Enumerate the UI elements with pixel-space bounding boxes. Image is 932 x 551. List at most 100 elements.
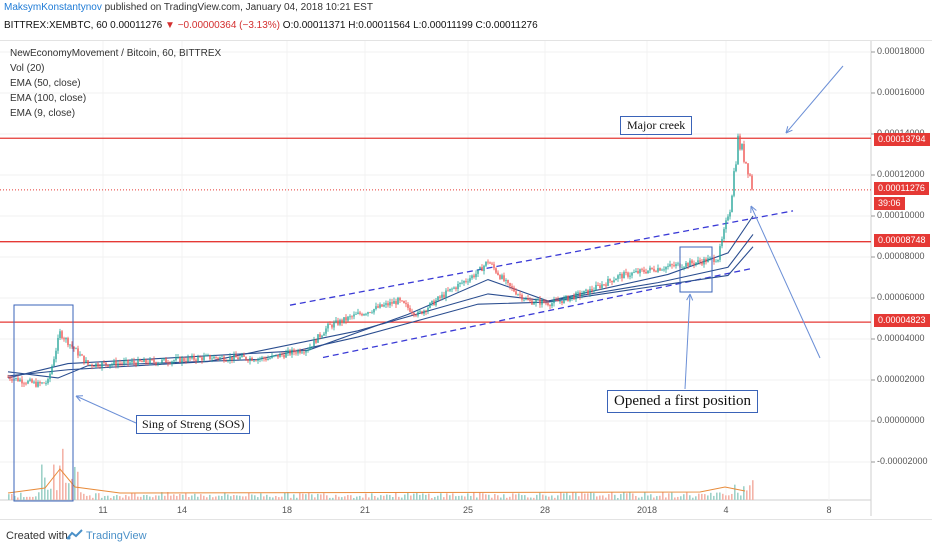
volume-bar (734, 484, 736, 500)
volume-bar (269, 496, 271, 500)
candle-body (369, 312, 371, 313)
volume-bar (365, 493, 367, 500)
candle-body (403, 300, 405, 304)
candle-body (381, 304, 383, 307)
candle-body (577, 292, 579, 294)
publication-header: MaksymKonstantynov published on TradingV… (0, 0, 932, 41)
volume-bar (8, 494, 10, 500)
volume-bar (245, 496, 247, 500)
volume-bar (596, 496, 598, 500)
candle-body (701, 261, 703, 265)
candle-body (293, 349, 295, 353)
volume-bar (647, 495, 649, 500)
ema-line (7, 246, 754, 379)
candle-body (435, 300, 437, 306)
y-tick: 0.00006000 (877, 292, 925, 302)
volume-bar (371, 493, 373, 500)
volume-bar (725, 495, 727, 500)
candle-body (641, 269, 643, 271)
y-tick: 0.00010000 (877, 210, 925, 220)
entry-box (679, 246, 713, 293)
chart-area[interactable] (0, 41, 932, 516)
candle-body (471, 275, 473, 279)
candle-body (689, 260, 691, 267)
sos-label[interactable]: Sing of Streng (SOS) (136, 415, 251, 434)
volume-bar (71, 478, 73, 500)
candle-body (221, 356, 223, 358)
legend-ema9[interactable]: EMA (9, close) (10, 108, 76, 119)
volume-bar (206, 497, 208, 500)
legend-ema50[interactable]: EMA (50, close) (10, 78, 81, 89)
candle-body (407, 304, 409, 308)
candle-body (199, 356, 201, 358)
volume-bar (23, 497, 25, 500)
candle-body (363, 314, 365, 316)
candle-body (549, 305, 551, 307)
volume-bar (470, 495, 472, 500)
candle-body (489, 262, 491, 264)
volume-bar (500, 497, 502, 500)
tradingview-logo-icon[interactable] (66, 529, 84, 541)
candle-body (405, 303, 407, 305)
legend-ema100[interactable]: EMA (100, close) (10, 93, 87, 104)
volume-bar (92, 497, 94, 500)
candle-body (317, 334, 319, 343)
candle-body (389, 302, 391, 306)
y-tick: 0.00000000 (877, 415, 925, 425)
candle-body (567, 295, 569, 302)
author-link[interactable]: MaksymKonstantynov (4, 2, 102, 13)
candle-body (603, 284, 605, 286)
volume-bar (32, 496, 34, 500)
volume-bar (113, 496, 115, 500)
candle-body (609, 278, 611, 281)
major-creek-label[interactable]: Major creek (620, 116, 693, 135)
volume-bar (635, 495, 637, 500)
volume-bar (83, 493, 85, 500)
candle-body (415, 314, 417, 316)
volume-bar (626, 493, 628, 500)
volume-bar (179, 493, 181, 500)
volume-bar (422, 493, 424, 500)
candle-body (159, 362, 161, 364)
volume-bar (521, 495, 523, 500)
volume-bar (401, 497, 403, 500)
volume-bar (524, 495, 526, 500)
volume-bar (26, 496, 28, 500)
candle-body (731, 195, 733, 213)
legend-volume[interactable]: Vol (20) (10, 63, 45, 74)
candle-body (671, 264, 673, 266)
volume-bar (167, 492, 169, 500)
volume-bar (740, 495, 742, 500)
candle-body (43, 382, 45, 384)
opened-position-label[interactable]: Opened a first position (607, 390, 759, 413)
candle-body (335, 320, 337, 323)
volume-bar (362, 497, 364, 500)
candle-body (229, 356, 231, 361)
volume-bar (653, 497, 655, 500)
volume-bar (566, 492, 568, 500)
x-tick: 21 (359, 505, 371, 515)
price-chart[interactable] (0, 41, 932, 516)
volume-bar (617, 497, 619, 500)
candle-body (301, 352, 303, 354)
volume-bar (284, 492, 286, 500)
volume-bar (593, 493, 595, 500)
volume-bar (356, 496, 358, 500)
volume-bar (263, 496, 265, 500)
volume-bar (518, 493, 520, 500)
candle-body (661, 269, 663, 271)
candle-body (241, 355, 243, 358)
candle-body (469, 278, 471, 282)
volume-bar (509, 496, 511, 500)
candle-body (135, 362, 137, 366)
volume-bar (152, 497, 154, 500)
tradingview-link[interactable]: TradingView (86, 530, 147, 542)
candle-body (359, 312, 361, 314)
candle-body (653, 268, 655, 272)
arrow-to-sos-box-head (75, 395, 84, 402)
candle-body (643, 269, 645, 273)
candle-body (123, 361, 125, 364)
candle-body (79, 354, 81, 356)
candle-body (417, 311, 419, 316)
candle-body (227, 360, 229, 362)
